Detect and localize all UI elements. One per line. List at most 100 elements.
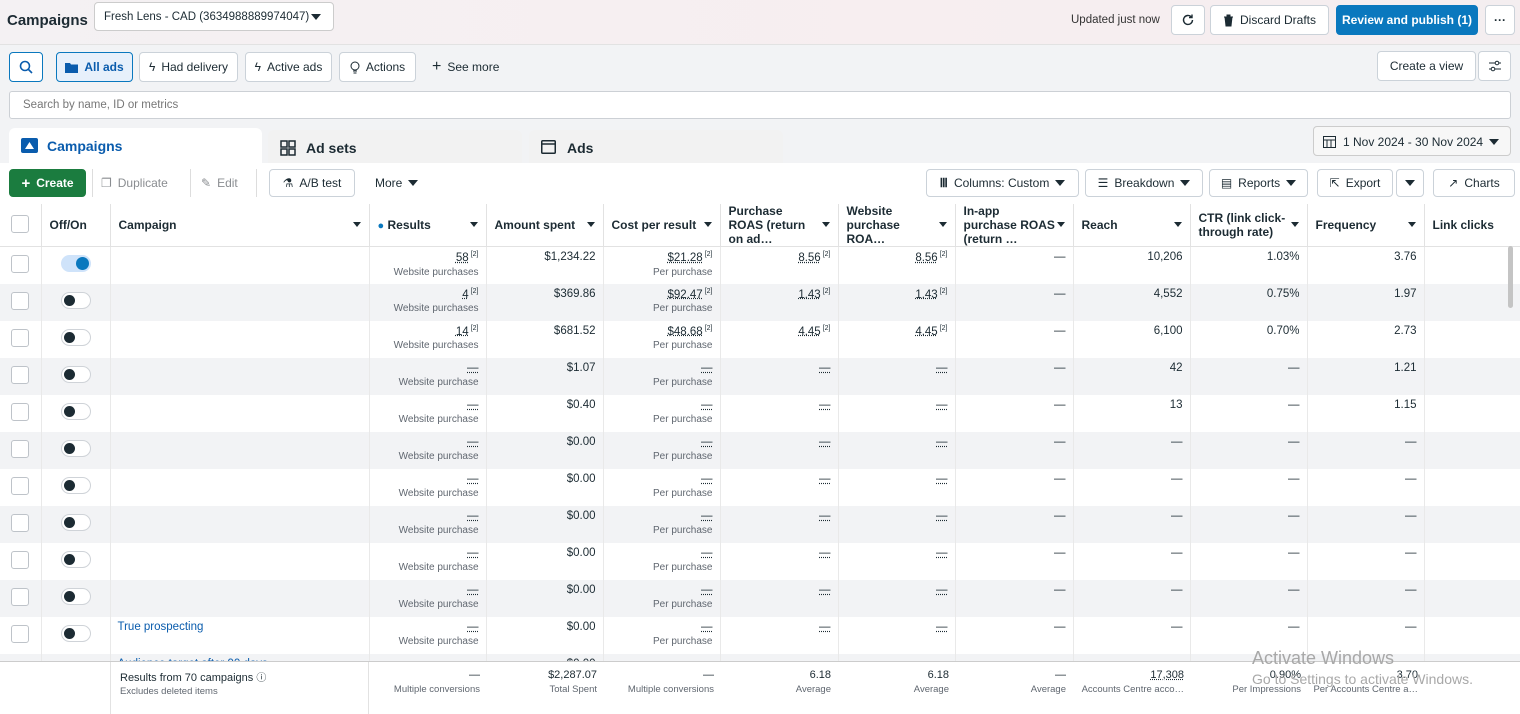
tab-campaigns[interactable]: Campaigns <box>9 128 262 164</box>
breakdown-button[interactable]: ☰ Breakdown <box>1085 169 1203 197</box>
checkbox[interactable] <box>11 328 30 347</box>
campaign-name-cell[interactable] <box>110 505 370 543</box>
account-selector[interactable]: Fresh Lens - CAD (3634988889974047) <box>94 2 334 31</box>
on-off-toggle[interactable] <box>60 255 91 272</box>
table-row[interactable]: — Website purchase $0.00— Per purchase — — — — —… <box>0 542 1520 580</box>
header-purchase-roas[interactable]: Purchase ROAS (return on ad… <box>720 204 839 247</box>
checkbox[interactable] <box>11 255 30 273</box>
row-toggle[interactable] <box>41 283 111 321</box>
on-off-toggle[interactable] <box>60 587 91 605</box>
checkbox[interactable] <box>11 214 30 233</box>
row-select[interactable] <box>0 246 42 284</box>
header-amount-spent[interactable]: Amount spent <box>486 204 604 247</box>
checkbox[interactable] <box>11 476 30 495</box>
table-row[interactable]: — Website purchase $0.00— Per purchase — — — — —… <box>0 579 1520 617</box>
filter-actions[interactable]: Actions <box>339 52 416 82</box>
tab-adsets[interactable]: Ad sets <box>268 130 522 166</box>
duplicate-button[interactable]: ❐ Duplicate <box>101 169 168 197</box>
header-campaign[interactable]: Campaign <box>110 204 370 247</box>
info-icon[interactable]: ⓘ <box>256 673 267 684</box>
row-select[interactable] <box>0 320 42 358</box>
more-options-button[interactable]: ··· <box>1485 5 1515 35</box>
table-row[interactable]: 14 [2] Website purchases $681.52 $48.68 [2] Pe… <box>0 320 1520 358</box>
on-off-toggle[interactable] <box>60 439 91 457</box>
checkbox[interactable] <box>11 587 30 606</box>
row-toggle[interactable] <box>41 505 111 543</box>
checkbox[interactable] <box>11 402 30 421</box>
filter-had-delivery[interactable]: ϟ Had delivery <box>139 52 238 82</box>
row-select[interactable] <box>0 468 42 506</box>
header-results[interactable]: ● Results <box>369 204 487 247</box>
more-button[interactable]: More <box>375 169 419 197</box>
checkbox[interactable] <box>11 365 30 384</box>
export-button[interactable]: ⇱ Export <box>1317 169 1393 197</box>
campaign-name-cell[interactable] <box>110 357 370 395</box>
on-off-toggle[interactable] <box>60 550 91 568</box>
row-select[interactable] <box>0 579 42 617</box>
header-link-clicks[interactable]: Link clicks <box>1424 204 1520 247</box>
table-row[interactable]: 58 [2] Website purchases $1,234.22 $21.28 [2]… <box>0 246 1520 284</box>
search-toggle-button[interactable] <box>9 52 43 82</box>
header-frequency[interactable]: Frequency <box>1307 204 1425 247</box>
header-select-all[interactable] <box>0 204 42 247</box>
row-toggle[interactable] <box>41 320 111 358</box>
on-off-toggle[interactable] <box>60 402 91 420</box>
checkbox[interactable] <box>11 550 30 569</box>
filter-all-ads[interactable]: All ads <box>56 52 133 82</box>
row-select[interactable] <box>0 616 42 654</box>
row-toggle[interactable] <box>41 357 111 395</box>
campaign-link[interactable]: True prospecting <box>117 620 204 633</box>
row-toggle[interactable] <box>41 616 111 654</box>
row-toggle[interactable] <box>41 579 111 617</box>
header-inapp-roas[interactable]: In-app purchase ROAS (return … <box>955 204 1074 247</box>
campaign-name-cell[interactable] <box>110 431 370 469</box>
campaign-name-cell[interactable] <box>110 468 370 506</box>
table-row[interactable]: — Website purchase $0.40 — Per purchase — — — 13… <box>0 394 1520 432</box>
on-off-toggle[interactable] <box>60 513 91 531</box>
vertical-scrollbar[interactable] <box>1508 246 1513 308</box>
row-select[interactable] <box>0 283 42 321</box>
table-row[interactable]: 4 [2] Website purchases $369.86 $92.47 [2] Per… <box>0 283 1520 321</box>
campaign-name-cell[interactable] <box>110 394 370 432</box>
on-off-toggle[interactable] <box>60 624 91 642</box>
campaign-name-cell[interactable]: True prospecting <box>110 616 370 654</box>
checkbox[interactable] <box>11 291 30 310</box>
campaign-name-cell[interactable] <box>110 246 370 284</box>
row-select[interactable] <box>0 542 42 580</box>
row-select[interactable] <box>0 394 42 432</box>
review-publish-button[interactable]: Review and publish (1) <box>1336 5 1478 35</box>
campaign-name-cell[interactable] <box>110 579 370 617</box>
table-row[interactable]: — Website purchase $0.00— Per purchase — — — — —… <box>0 505 1520 543</box>
header-reach[interactable]: Reach <box>1073 204 1191 247</box>
view-settings-button[interactable] <box>1478 51 1511 81</box>
table-row[interactable]: True prospecting — Website purchase $0.00 — P… <box>0 616 1520 654</box>
row-select[interactable] <box>0 505 42 543</box>
on-off-toggle[interactable] <box>60 328 91 346</box>
columns-button[interactable]: Ⅲ Columns: Custom <box>926 169 1079 197</box>
discard-drafts-button[interactable]: Discard Drafts <box>1210 5 1329 35</box>
table-row[interactable]: — Website purchase $1.07 — Per purchase — — — 42… <box>0 357 1520 395</box>
filter-active-ads[interactable]: ϟ Active ads <box>245 52 332 82</box>
row-select[interactable] <box>0 357 42 395</box>
row-toggle[interactable] <box>41 431 111 469</box>
row-select[interactable] <box>0 431 42 469</box>
on-off-toggle[interactable] <box>60 476 91 494</box>
checkbox[interactable] <box>11 439 30 458</box>
row-toggle[interactable] <box>41 394 111 432</box>
tab-ads[interactable]: Ads <box>529 130 783 166</box>
reports-button[interactable]: ▤ Reports <box>1209 169 1308 197</box>
charts-button[interactable]: ↗ Charts <box>1433 169 1515 197</box>
on-off-toggle[interactable] <box>60 291 91 309</box>
row-toggle[interactable] <box>41 542 111 580</box>
on-off-toggle[interactable] <box>60 365 91 383</box>
campaign-name-cell[interactable] <box>110 320 370 358</box>
row-toggle[interactable] <box>41 246 111 284</box>
header-cost-per-result[interactable]: Cost per result <box>603 204 721 247</box>
refresh-button[interactable] <box>1171 5 1205 35</box>
edit-button[interactable]: ✎ Edit <box>201 169 238 197</box>
header-website-roas[interactable]: Website purchase ROA… <box>838 204 956 247</box>
campaign-name-cell[interactable] <box>110 542 370 580</box>
create-button[interactable]: + Create <box>9 169 86 197</box>
search-input[interactable]: Search by name, ID or metrics <box>9 91 1511 119</box>
checkbox[interactable] <box>11 513 30 532</box>
